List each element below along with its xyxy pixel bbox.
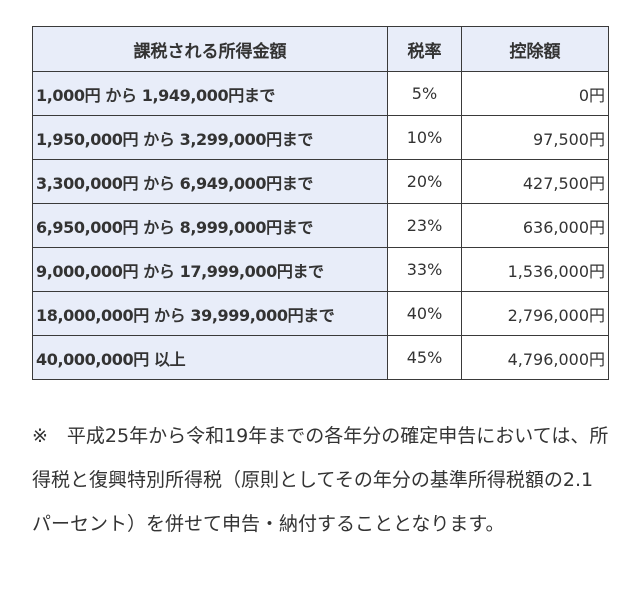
deduction-cell: 0円 <box>461 71 609 116</box>
tax-rate-cell: 20% <box>387 159 462 204</box>
table-row: 1,000円 から 1,949,000円まで 5% 0円 <box>32 71 609 116</box>
income-range-cell: 9,000,000円 から 17,999,000円まで <box>32 247 388 292</box>
tax-rate-cell: 5% <box>387 71 462 116</box>
income-range-cell: 18,000,000円 から 39,999,000円まで <box>32 291 388 336</box>
deduction-cell: 2,796,000円 <box>461 291 609 336</box>
header-income: 課税される所得金額 <box>32 26 388 72</box>
income-range-cell: 1,000円 から 1,949,000円まで <box>32 71 388 116</box>
tax-rate-table: 課税される所得金額 税率 控除額 1,000円 から 1,949,000円まで … <box>32 26 609 380</box>
deduction-cell: 1,536,000円 <box>461 247 609 292</box>
tax-rate-cell: 40% <box>387 291 462 336</box>
income-range-cell: 3,300,000円 から 6,949,000円まで <box>32 159 388 204</box>
table-row: 18,000,000円 から 39,999,000円まで 40% 2,796,0… <box>32 291 609 336</box>
income-range-cell: 6,950,000円 から 8,999,000円まで <box>32 203 388 248</box>
table-row: 9,000,000円 から 17,999,000円まで 33% 1,536,00… <box>32 247 609 292</box>
income-range-cell: 40,000,000円 以上 <box>32 335 388 380</box>
deduction-cell: 636,000円 <box>461 203 609 248</box>
deduction-cell: 427,500円 <box>461 159 609 204</box>
table-header-row: 課税される所得金額 税率 控除額 <box>32 26 609 72</box>
deduction-cell: 97,500円 <box>461 115 609 160</box>
header-deduction: 控除額 <box>461 26 609 72</box>
tax-rate-cell: 10% <box>387 115 462 160</box>
footnote-text: ※ 平成25年から令和19年までの各年分の確定申告においては、所得税と復興特別所… <box>32 425 609 535</box>
header-rate: 税率 <box>387 26 462 72</box>
table-row: 40,000,000円 以上 45% 4,796,000円 <box>32 335 609 380</box>
tax-rate-cell: 23% <box>387 203 462 248</box>
tax-rate-cell: 45% <box>387 335 462 380</box>
table-row: 1,950,000円 から 3,299,000円まで 10% 97,500円 <box>32 115 609 160</box>
income-range-cell: 1,950,000円 から 3,299,000円まで <box>32 115 388 160</box>
tax-rate-cell: 33% <box>387 247 462 292</box>
deduction-cell: 4,796,000円 <box>461 335 609 380</box>
table-row: 3,300,000円 から 6,949,000円まで 20% 427,500円 <box>32 159 609 204</box>
table-row: 6,950,000円 から 8,999,000円まで 23% 636,000円 <box>32 203 609 248</box>
